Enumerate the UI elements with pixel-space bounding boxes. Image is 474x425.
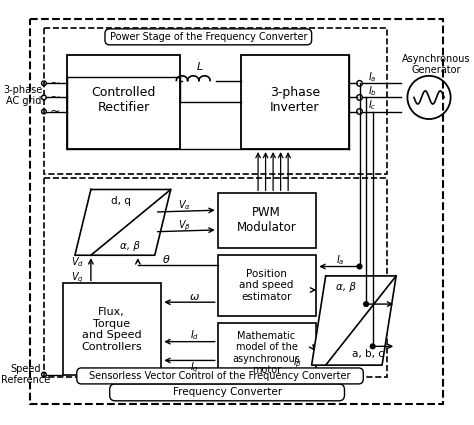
Circle shape: [370, 344, 375, 348]
Text: $V_\alpha$: $V_\alpha$: [178, 198, 191, 212]
Text: $I_a$: $I_a$: [336, 253, 344, 267]
Text: $\theta$: $\theta$: [162, 253, 170, 265]
Text: 3-phase
AC grid: 3-phase AC grid: [4, 85, 43, 106]
Text: Controlled
Rectifier: Controlled Rectifier: [91, 86, 156, 114]
Text: $V_d$
$V_q$: $V_d$ $V_q$: [71, 255, 84, 285]
Text: ~: ~: [50, 91, 61, 104]
Text: $\omega$: $\omega$: [189, 292, 200, 302]
Polygon shape: [311, 276, 396, 365]
Text: $I_d$: $I_d$: [190, 328, 199, 342]
Text: α, β: α, β: [120, 241, 140, 251]
Text: $V_\beta$: $V_\beta$: [178, 219, 191, 233]
Text: $I_c$: $I_c$: [368, 98, 377, 112]
Text: a, b, c: a, b, c: [352, 349, 384, 359]
Bar: [218, 255, 316, 316]
Bar: [218, 323, 316, 384]
Text: Flux,
Torque
and Speed
Controllers: Flux, Torque and Speed Controllers: [81, 307, 142, 352]
Bar: [44, 28, 387, 173]
Text: Asynchronous
Generator: Asynchronous Generator: [402, 54, 471, 75]
Text: ~: ~: [50, 77, 61, 90]
Circle shape: [364, 302, 368, 306]
FancyBboxPatch shape: [105, 29, 311, 45]
Bar: [63, 283, 161, 375]
Text: 3-phase
Inverter: 3-phase Inverter: [270, 86, 320, 114]
FancyBboxPatch shape: [109, 384, 345, 401]
Bar: [241, 55, 349, 149]
Bar: [67, 55, 180, 149]
Circle shape: [357, 264, 362, 269]
Text: Mathematic
model of the
asynchronous
motor: Mathematic model of the asynchronous mot…: [233, 331, 301, 375]
Text: Speed
Reference: Speed Reference: [0, 364, 50, 385]
Text: α, β: α, β: [337, 282, 356, 292]
Text: Power Stage of the Frequency Converter: Power Stage of the Frequency Converter: [109, 32, 307, 42]
Text: $I_q$: $I_q$: [190, 361, 199, 375]
Text: ~: ~: [50, 105, 61, 118]
Text: $I_\beta$: $I_\beta$: [293, 356, 302, 371]
Text: $I_b$: $I_b$: [368, 84, 377, 98]
Text: d, q: d, q: [111, 196, 131, 206]
Text: Position
and speed
estimator: Position and speed estimator: [239, 269, 294, 302]
Text: Sensorless Vector Control of the Frequency Converter: Sensorless Vector Control of the Frequen…: [89, 371, 350, 381]
Text: $I_a$: $I_a$: [368, 70, 377, 84]
Bar: [218, 193, 316, 248]
Polygon shape: [75, 190, 171, 255]
Text: Frequency Converter: Frequency Converter: [173, 387, 282, 397]
Text: $L$: $L$: [196, 60, 204, 72]
FancyBboxPatch shape: [77, 368, 363, 384]
Text: PWM
Modulator: PWM Modulator: [237, 207, 296, 235]
Bar: [44, 178, 387, 377]
